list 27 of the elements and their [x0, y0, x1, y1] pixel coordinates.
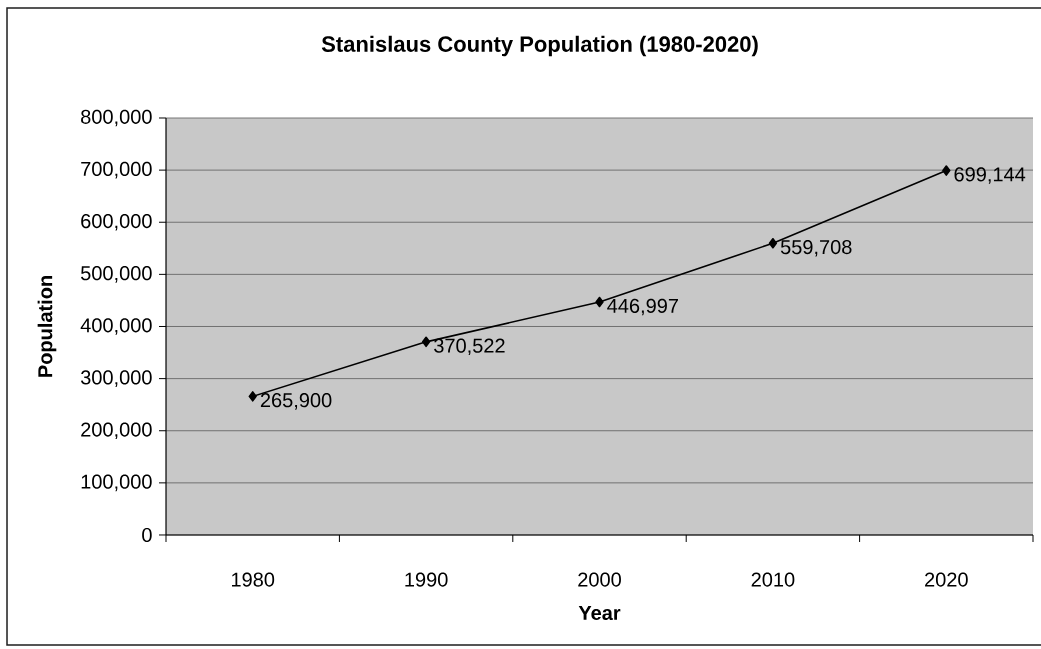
x-tick-label: 2020 [925, 572, 968, 587]
data-label: 699,144 [954, 167, 1026, 184]
x-tick-label: 1990 [405, 572, 448, 587]
data-label: 265,900 [260, 393, 332, 410]
point [942, 165, 951, 176]
data-label: 370,522 [434, 338, 505, 356]
y-axis-title: Population [37, 276, 57, 377]
y-tick-label: 700,000 [81, 161, 152, 179]
point [248, 391, 257, 402]
y-tick-label: 400,000 [80, 318, 152, 335]
data-label: 559,708 [780, 239, 852, 257]
y-tick-label: 500,000 [80, 266, 152, 283]
y-tick-label: 200,000 [81, 422, 152, 439]
point [421, 336, 431, 348]
y-tick-label: 300,000 [80, 370, 152, 387]
x-tick-label: 2000 [578, 572, 621, 587]
x-tick-label: 1980 [231, 572, 275, 587]
y-tick-label: 800,000 [81, 109, 152, 127]
x-axis-title: Year [578, 606, 621, 620]
point [595, 296, 604, 308]
data-label: 446,997 [607, 298, 678, 316]
x-tick-label: 2010 [751, 572, 795, 587]
y-tick-label: 100,000 [81, 474, 152, 492]
y-tick-label: 0 [142, 527, 152, 543]
chart-title: Stanislaus County Population (1980-2020) [321, 35, 758, 57]
point [768, 237, 778, 249]
y-tick-label: 600,000 [81, 213, 152, 231]
